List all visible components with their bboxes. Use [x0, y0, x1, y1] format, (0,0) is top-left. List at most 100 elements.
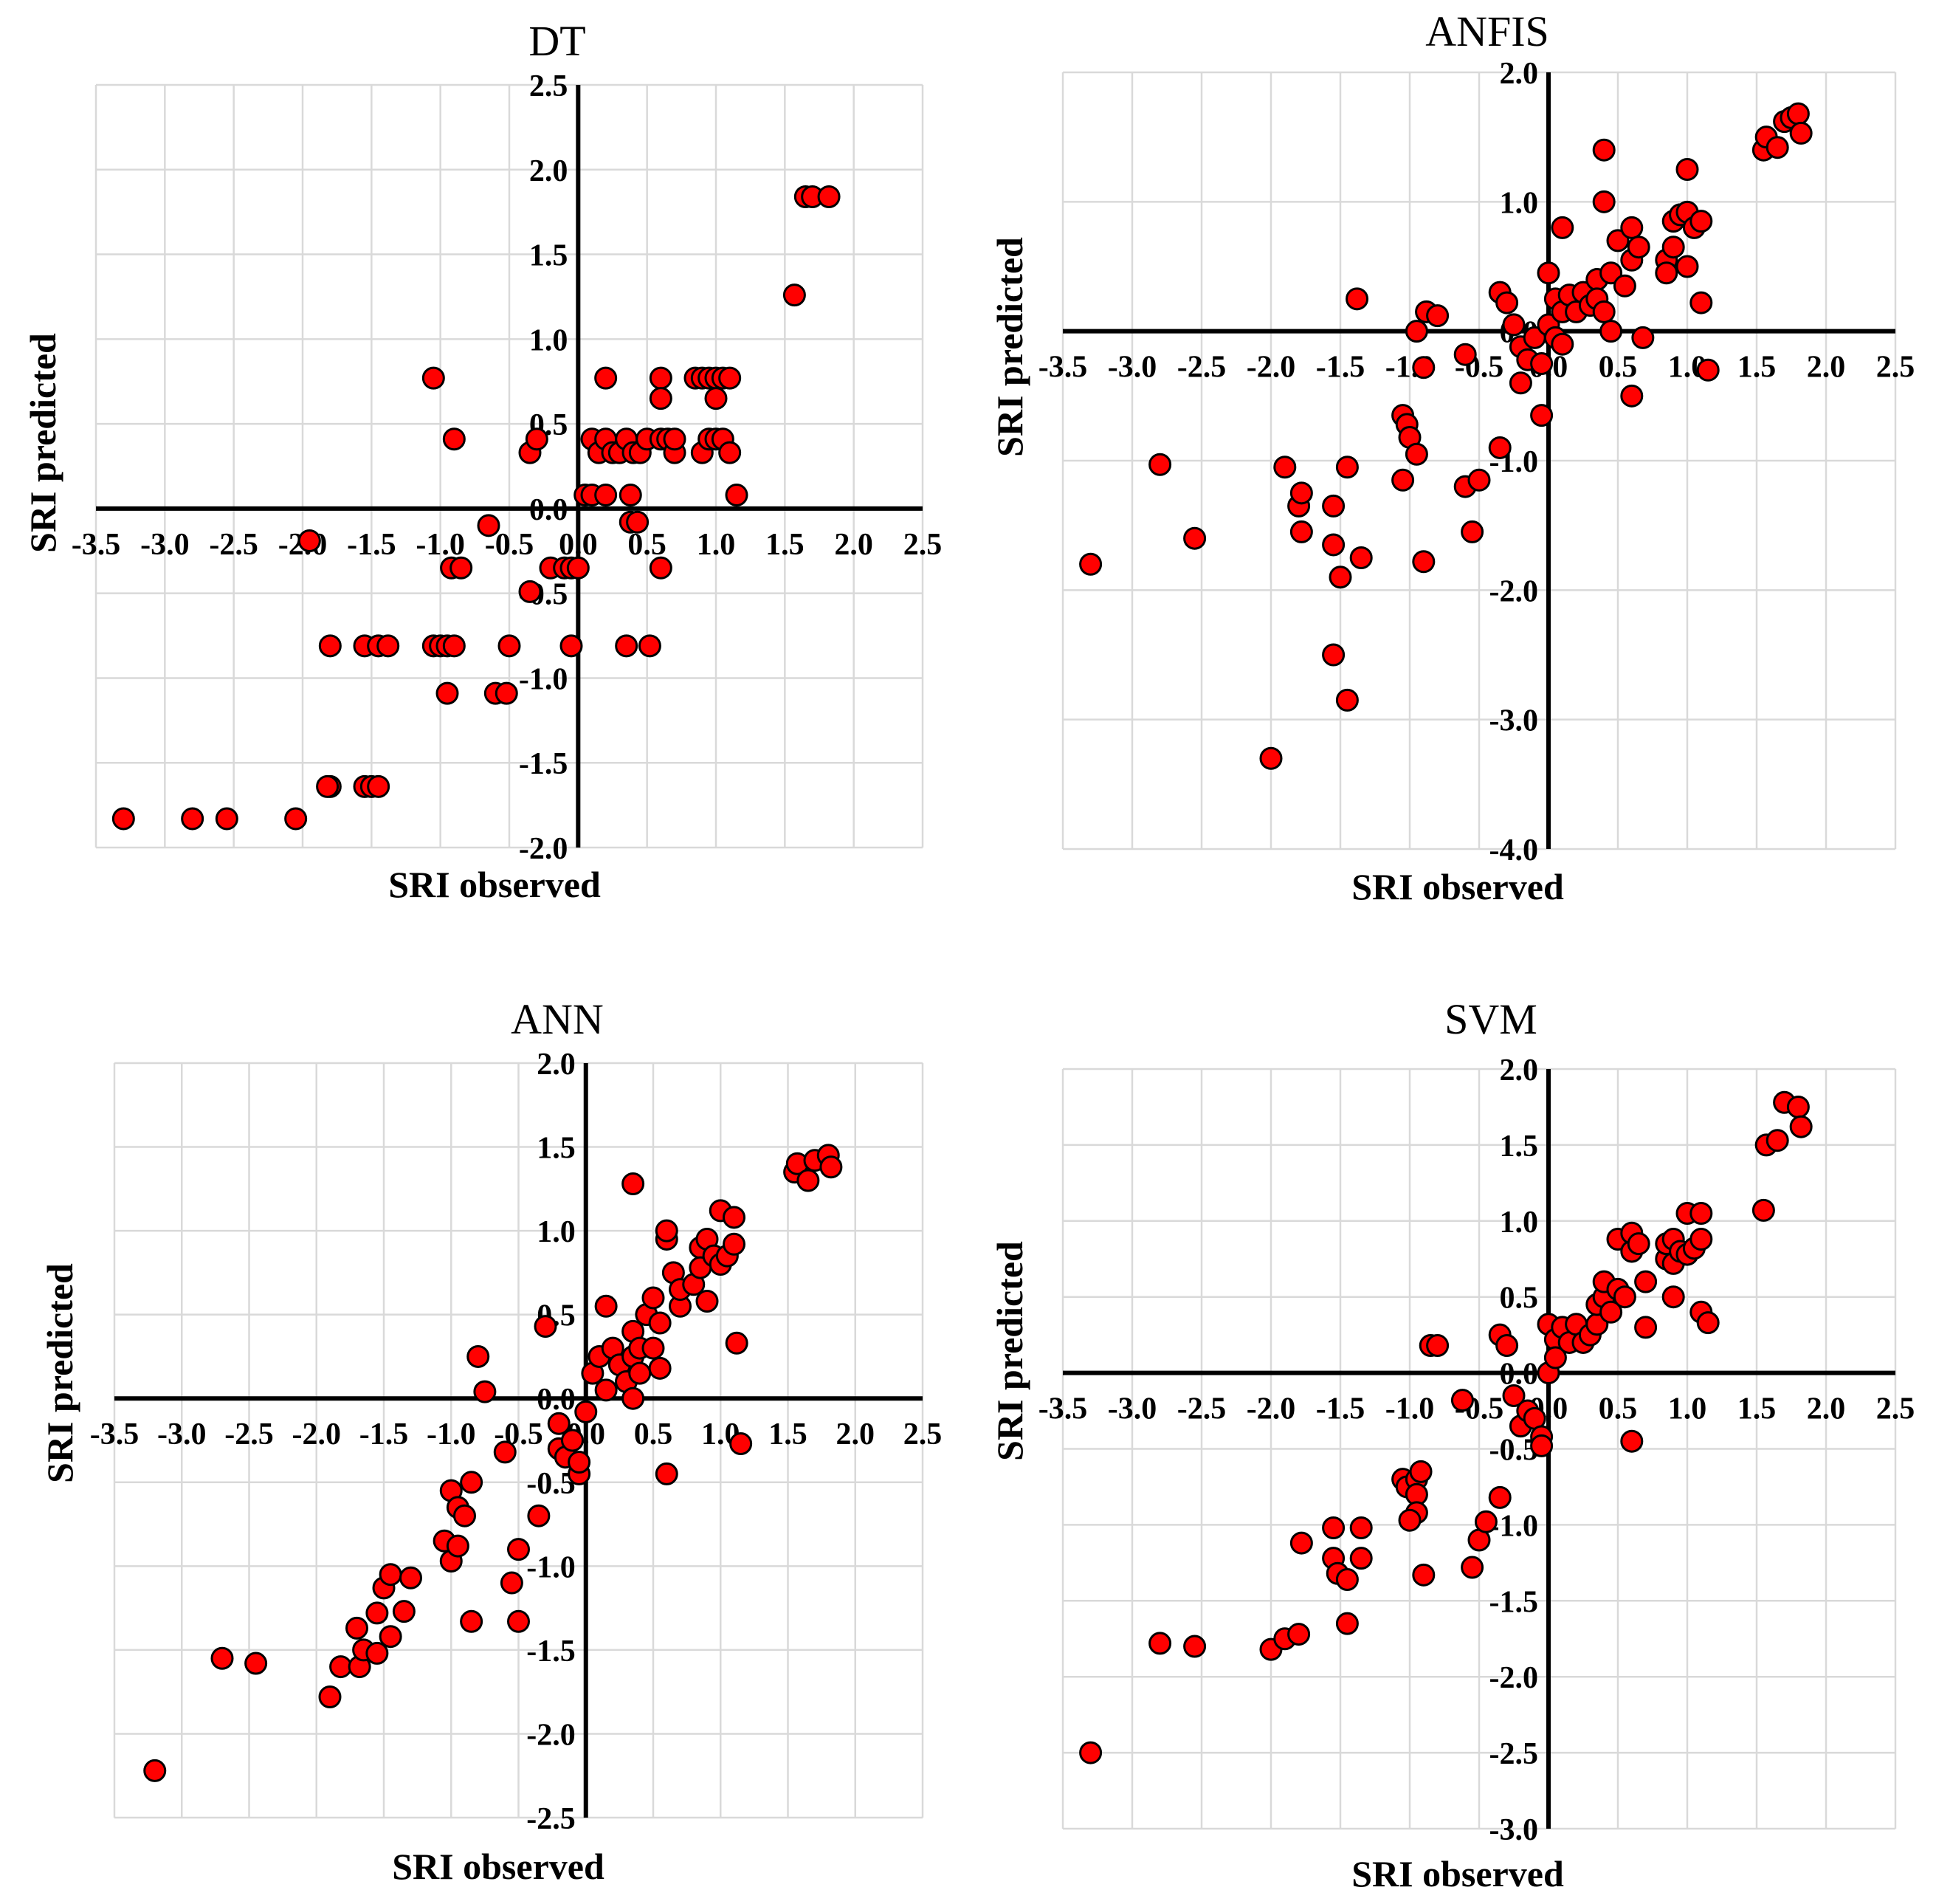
x-tick-label: -1.0: [1385, 1392, 1435, 1426]
data-point: [507, 1538, 530, 1561]
x-tick-label: -3.5: [1038, 1392, 1088, 1426]
data-point: [442, 634, 466, 658]
x-tick-label: -3.0: [157, 1417, 207, 1451]
data-point: [495, 681, 518, 705]
data-point: [1502, 313, 1526, 337]
data-point: [649, 387, 672, 410]
y-tick-label: -2.0: [1489, 1661, 1539, 1695]
data-point: [215, 807, 238, 831]
data-point: [1620, 216, 1644, 239]
data-point: [318, 634, 342, 658]
data-point: [244, 1652, 268, 1675]
y-tick-label: 1.0: [1500, 186, 1539, 220]
data-point: [181, 807, 204, 831]
data-point: [1349, 1516, 1373, 1540]
y-tick-label: 1.0: [1500, 1206, 1539, 1240]
y-axis-label: SRI predicted: [989, 237, 1030, 457]
data-point: [1530, 1434, 1554, 1457]
x-tick-label: 1.5: [1737, 1392, 1777, 1426]
data-point: [1627, 236, 1650, 259]
data-point: [460, 1609, 483, 1633]
data-point: [399, 1566, 422, 1589]
x-tick-label: 1.0: [697, 528, 736, 562]
x-tick-label: 0.5: [627, 528, 666, 562]
data-point: [1613, 274, 1636, 298]
data-point: [392, 1600, 416, 1623]
data-point: [1620, 1429, 1644, 1453]
data-point: [1079, 1741, 1103, 1764]
data-point: [1592, 138, 1616, 162]
data-point: [628, 1361, 652, 1385]
data-point: [1696, 358, 1720, 382]
data-point: [329, 1655, 353, 1679]
data-point: [1273, 456, 1297, 479]
data-point: [1530, 352, 1554, 375]
x-tick-label: 2.0: [1807, 351, 1846, 385]
y-tick-label: 2.0: [1500, 1054, 1539, 1087]
x-tick-label: -1.5: [1316, 351, 1365, 385]
data-point: [1766, 136, 1789, 159]
x-tick-label: -3.5: [72, 528, 121, 562]
panel-anfis: ANFIS SRI observed SRI predicted -3.5 -3.…: [989, 7, 1915, 907]
data-point: [518, 580, 542, 603]
data-point: [497, 634, 521, 658]
data-point: [1467, 468, 1491, 492]
data-point: [1148, 453, 1172, 476]
data-point: [594, 1294, 618, 1318]
data-point: [1453, 343, 1477, 366]
data-point: [1599, 1300, 1623, 1324]
x-tick-label: 2.5: [1876, 351, 1915, 385]
data-point: [1426, 1334, 1450, 1358]
y-tick-label: -2.5: [526, 1802, 576, 1836]
x-tick-label: 0.5: [634, 1417, 673, 1451]
x-axis-label: SRI observed: [392, 1846, 604, 1887]
x-tick-label: -2.5: [1177, 1392, 1227, 1426]
data-point: [718, 441, 742, 464]
data-point: [704, 387, 728, 410]
data-point: [1398, 1508, 1422, 1532]
data-point: [1322, 533, 1346, 557]
data-point: [379, 1563, 402, 1587]
data-point: [1502, 1384, 1526, 1407]
data-point: [460, 1471, 483, 1494]
data-point: [527, 1504, 551, 1527]
data-point: [655, 1462, 678, 1485]
y-tick-label: -1.5: [519, 747, 568, 781]
x-tick-label: 2.5: [903, 1417, 943, 1451]
data-point: [648, 1356, 672, 1380]
data-point: [1661, 236, 1685, 259]
x-tick-label: 1.0: [1668, 1392, 1707, 1426]
x-axis-label: SRI observed: [388, 864, 601, 905]
x-axis-label: SRI observed: [1351, 866, 1564, 907]
data-point: [1148, 1632, 1172, 1655]
data-point: [718, 366, 742, 390]
x-tick-label: -2.5: [209, 528, 258, 562]
data-point: [1289, 1531, 1313, 1555]
y-tick-label: -2.5: [1489, 1737, 1539, 1771]
y-tick-label: -2.0: [526, 1718, 576, 1752]
data-point: [376, 634, 400, 658]
data-point: [1183, 1635, 1207, 1658]
data-point: [1661, 1285, 1685, 1309]
data-point: [1412, 1563, 1436, 1587]
data-point: [1543, 1346, 1567, 1369]
data-point: [1786, 1095, 1810, 1118]
y-tick-label: 2.0: [529, 154, 568, 188]
data-point: [1391, 468, 1415, 492]
data-point: [365, 1601, 389, 1625]
data-point: [1183, 526, 1207, 550]
data-point: [594, 484, 618, 507]
data-point: [1655, 261, 1678, 285]
y-tick-label: 2.5: [529, 69, 568, 103]
y-tick-label: -1.0: [519, 662, 568, 696]
data-point: [111, 807, 135, 831]
data-point: [663, 427, 686, 451]
y-tick-label: -0.5: [526, 1467, 576, 1501]
plot-area: -3.5-3.0-2.5-2.0-1.5-1.0-0.50.00.51.01.5…: [72, 69, 943, 866]
data-point: [594, 1378, 618, 1402]
x-tick-label: 2.0: [834, 528, 873, 562]
y-tick-label: 2.0: [537, 1048, 576, 1082]
data-point: [1634, 1270, 1658, 1293]
